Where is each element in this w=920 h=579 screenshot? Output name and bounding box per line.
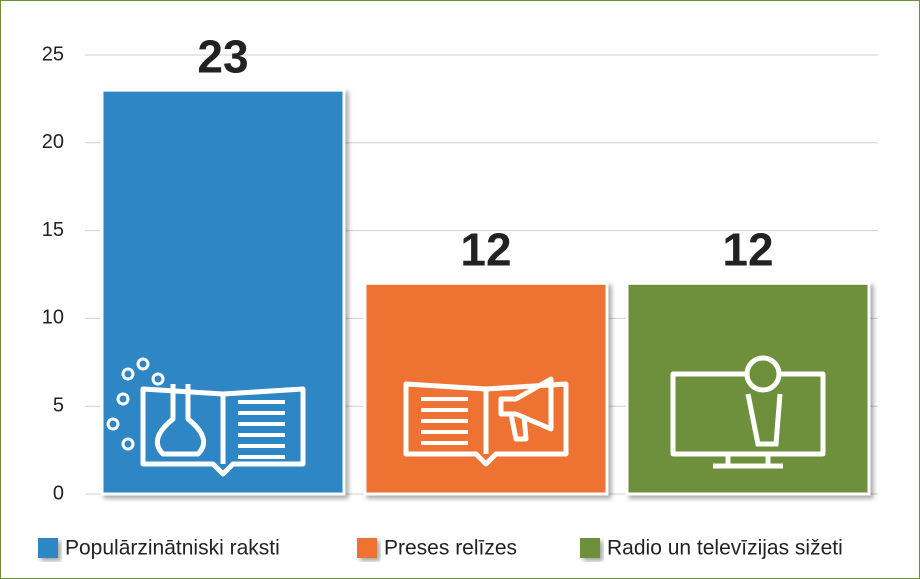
legend-swatch xyxy=(580,538,600,558)
y-tick-label: 0 xyxy=(53,482,64,504)
legend-label: Populārzinātniski raksti xyxy=(65,537,280,560)
y-tick-label: 15 xyxy=(42,219,64,241)
icon xyxy=(745,393,783,447)
value-label: 12 xyxy=(460,223,511,275)
legend-label: Preses relīzes xyxy=(384,537,517,560)
y-tick-label: 10 xyxy=(42,307,64,329)
icon xyxy=(121,367,135,381)
y-tick-label: 5 xyxy=(53,394,64,416)
bar-icon xyxy=(670,355,826,469)
icon xyxy=(403,381,569,467)
icon xyxy=(713,454,783,469)
icon xyxy=(121,437,135,451)
legend-label: Radio un televīzijas sižeti xyxy=(607,537,843,560)
icon xyxy=(116,392,130,406)
icon xyxy=(498,376,554,442)
value-label: 12 xyxy=(722,223,773,275)
y-tick-label: 25 xyxy=(42,43,64,65)
legend-swatch xyxy=(38,538,58,558)
value-label: 23 xyxy=(197,30,248,82)
icon xyxy=(106,417,120,431)
icon xyxy=(154,384,207,457)
icon xyxy=(140,386,306,477)
bar-icon xyxy=(106,357,306,477)
icon xyxy=(151,372,165,386)
bar-icon xyxy=(403,376,569,467)
bar xyxy=(625,281,871,496)
legend-swatch xyxy=(357,538,377,558)
icon xyxy=(136,357,150,371)
y-tick-label: 20 xyxy=(42,131,64,153)
icon xyxy=(744,355,782,393)
